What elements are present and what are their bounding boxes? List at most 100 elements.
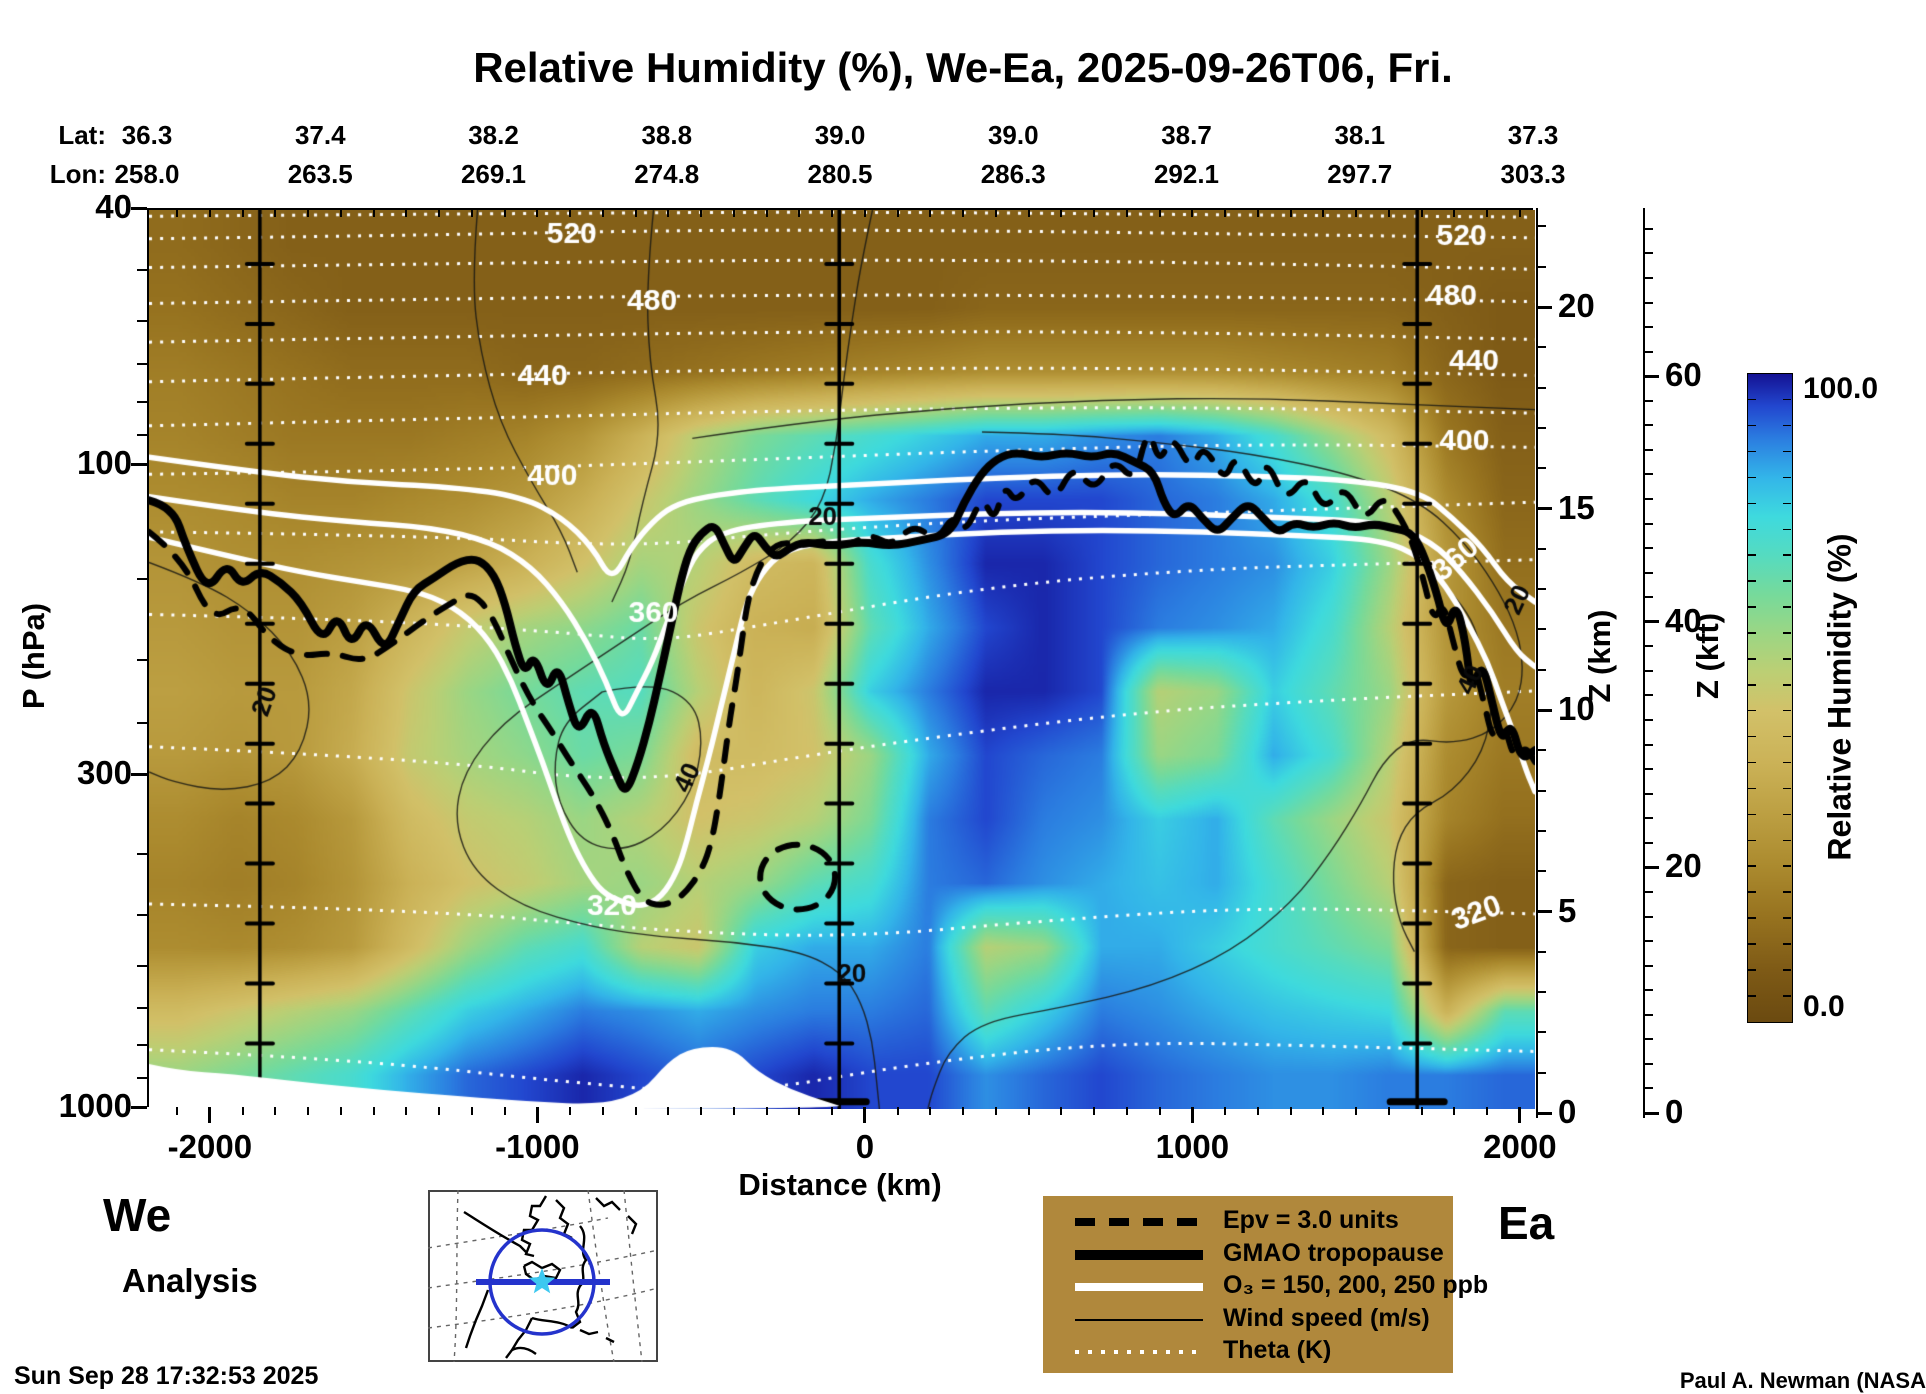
distance-minor-tick (503, 1107, 506, 1115)
z-kft-major-tick (1645, 865, 1659, 869)
distance-tick-label: -1000 (495, 1128, 580, 1165)
colorbar (1747, 373, 1793, 1023)
z-kft-minor-tick (1645, 989, 1653, 992)
distance-minor-tick (798, 1107, 801, 1115)
lat-value: 36.3 (121, 120, 173, 150)
lon-value: 263.5 (287, 159, 353, 189)
distance-minor-tick (241, 1107, 244, 1115)
top-minor-tick (1191, 210, 1194, 217)
top-minor-tick (503, 210, 506, 217)
legend-item-label: Theta (K) (1223, 1336, 1332, 1365)
z-km-minor-tick (1538, 789, 1546, 792)
z-kft-minor-tick (1645, 498, 1653, 500)
colorbar-segment-tick (1783, 398, 1791, 401)
colorbar-segment-tick (1783, 606, 1791, 608)
lat-value: 37.4 (294, 120, 346, 150)
z-kft-major-tick (1645, 1111, 1659, 1115)
colorbar-segment-tick (1748, 787, 1756, 790)
analysis-label: Analysis (122, 1262, 258, 1299)
distance-tick-label: 2000 (1483, 1128, 1557, 1165)
distance-minor-tick (732, 1107, 735, 1115)
colorbar-segment-tick (1748, 813, 1756, 816)
distance-minor-tick (274, 1107, 277, 1115)
distance-minor-tick (405, 1107, 408, 1115)
top-minor-tick (1158, 210, 1161, 217)
z-kft-minor-tick (1645, 890, 1653, 893)
colorbar-segment-tick (1748, 995, 1756, 997)
colorbar-segment-tick (1783, 969, 1791, 971)
z-kft-minor-tick (1645, 473, 1653, 476)
top-minor-tick (1027, 210, 1030, 217)
map-graticule (428, 1190, 658, 1362)
top-minor-tick (1060, 210, 1063, 217)
distance-minor-tick (438, 1107, 441, 1115)
lat-value: 38.2 (468, 120, 519, 150)
top-minor-tick (208, 210, 211, 217)
map-inset (428, 1190, 658, 1362)
distance-minor-tick (1027, 1107, 1030, 1115)
z-km-minor-tick (1538, 386, 1546, 389)
colorbar-segment-tick (1748, 658, 1756, 660)
distance-minor-tick (372, 1107, 375, 1115)
colorbar-segment-tick (1783, 528, 1791, 531)
credit: Paul A. Newman (NASA (1679, 1368, 1926, 1393)
z-km-axis-label: Z (km) (1582, 609, 1617, 703)
z-kft-minor-tick (1645, 227, 1653, 230)
top-minor-tick (1518, 210, 1521, 217)
top-minor-tick (700, 210, 703, 217)
pressure-minor-tick (137, 433, 147, 436)
colorbar-segment-tick (1783, 995, 1791, 997)
top-minor-tick (372, 210, 375, 217)
z-kft-minor-tick (1645, 841, 1653, 844)
z-km-tick-label: 0 (1558, 1093, 1577, 1130)
pressure-tick-label: 300 (76, 754, 132, 792)
colorbar-title: Relative Humidity (%) (1821, 533, 1858, 861)
z-km-major-tick (1538, 305, 1552, 309)
pressure-axis-label: P (hPa) (16, 602, 51, 710)
top-minor-tick (962, 210, 965, 217)
top-minor-tick (1355, 210, 1358, 217)
colorbar-segment-tick (1748, 969, 1756, 971)
lon-value: 297.7 (1327, 159, 1393, 189)
distance-tick-label: 0 (855, 1128, 875, 1165)
colorbar-segment-tick (1783, 658, 1791, 660)
distance-minor-tick (929, 1107, 932, 1115)
z-km-minor-tick (1538, 1071, 1546, 1074)
pressure-minor-tick (137, 400, 147, 403)
distance-minor-tick (1224, 1107, 1227, 1115)
z-kft-minor-tick (1645, 522, 1653, 525)
z-kft-major-tick (1645, 620, 1659, 624)
colorbar-segment-tick (1748, 528, 1756, 531)
distance-minor-tick (1289, 1107, 1292, 1115)
colorbar-max-label: 100.0 (1803, 372, 1879, 405)
colorbar-segment-tick (1783, 632, 1791, 634)
z-kft-minor-tick (1645, 1062, 1653, 1065)
colorbar-segment-tick (1748, 917, 1756, 919)
colorbar-segment-tick (1748, 709, 1756, 712)
z-kft-minor-tick (1645, 940, 1653, 943)
legend-item-label: O₃ = 150, 200, 250 ppb (1223, 1271, 1489, 1300)
pressure-minor-tick (137, 363, 147, 366)
z-km-minor-tick (1538, 547, 1546, 550)
z-kft-minor-tick (1645, 964, 1653, 967)
lon-value: 258.0 (114, 159, 180, 189)
pressure-minor-tick (137, 721, 147, 724)
colorbar-segment-tick (1748, 684, 1756, 686)
top-minor-tick (667, 210, 670, 217)
top-minor-tick (536, 210, 539, 217)
z-km-major-tick (1538, 507, 1552, 510)
z-km-minor-tick (1538, 588, 1546, 591)
distance-minor-tick (601, 1107, 604, 1115)
lat-value: 38.7 (1161, 120, 1212, 150)
pressure-minor-tick (137, 964, 147, 967)
z-kft-minor-tick (1645, 792, 1653, 795)
z-kft-minor-tick (1645, 276, 1653, 279)
pressure-tick-label: 40 (95, 188, 132, 225)
z-kft-tick-label: 40 (1665, 601, 1702, 639)
lon-value: 286.3 (980, 159, 1046, 189)
top-minor-tick (307, 210, 310, 217)
z-kft-minor-tick (1645, 547, 1653, 550)
z-km-minor-tick (1538, 467, 1546, 470)
z-kft-minor-tick (1645, 719, 1653, 722)
top-minor-tick (1224, 210, 1227, 217)
